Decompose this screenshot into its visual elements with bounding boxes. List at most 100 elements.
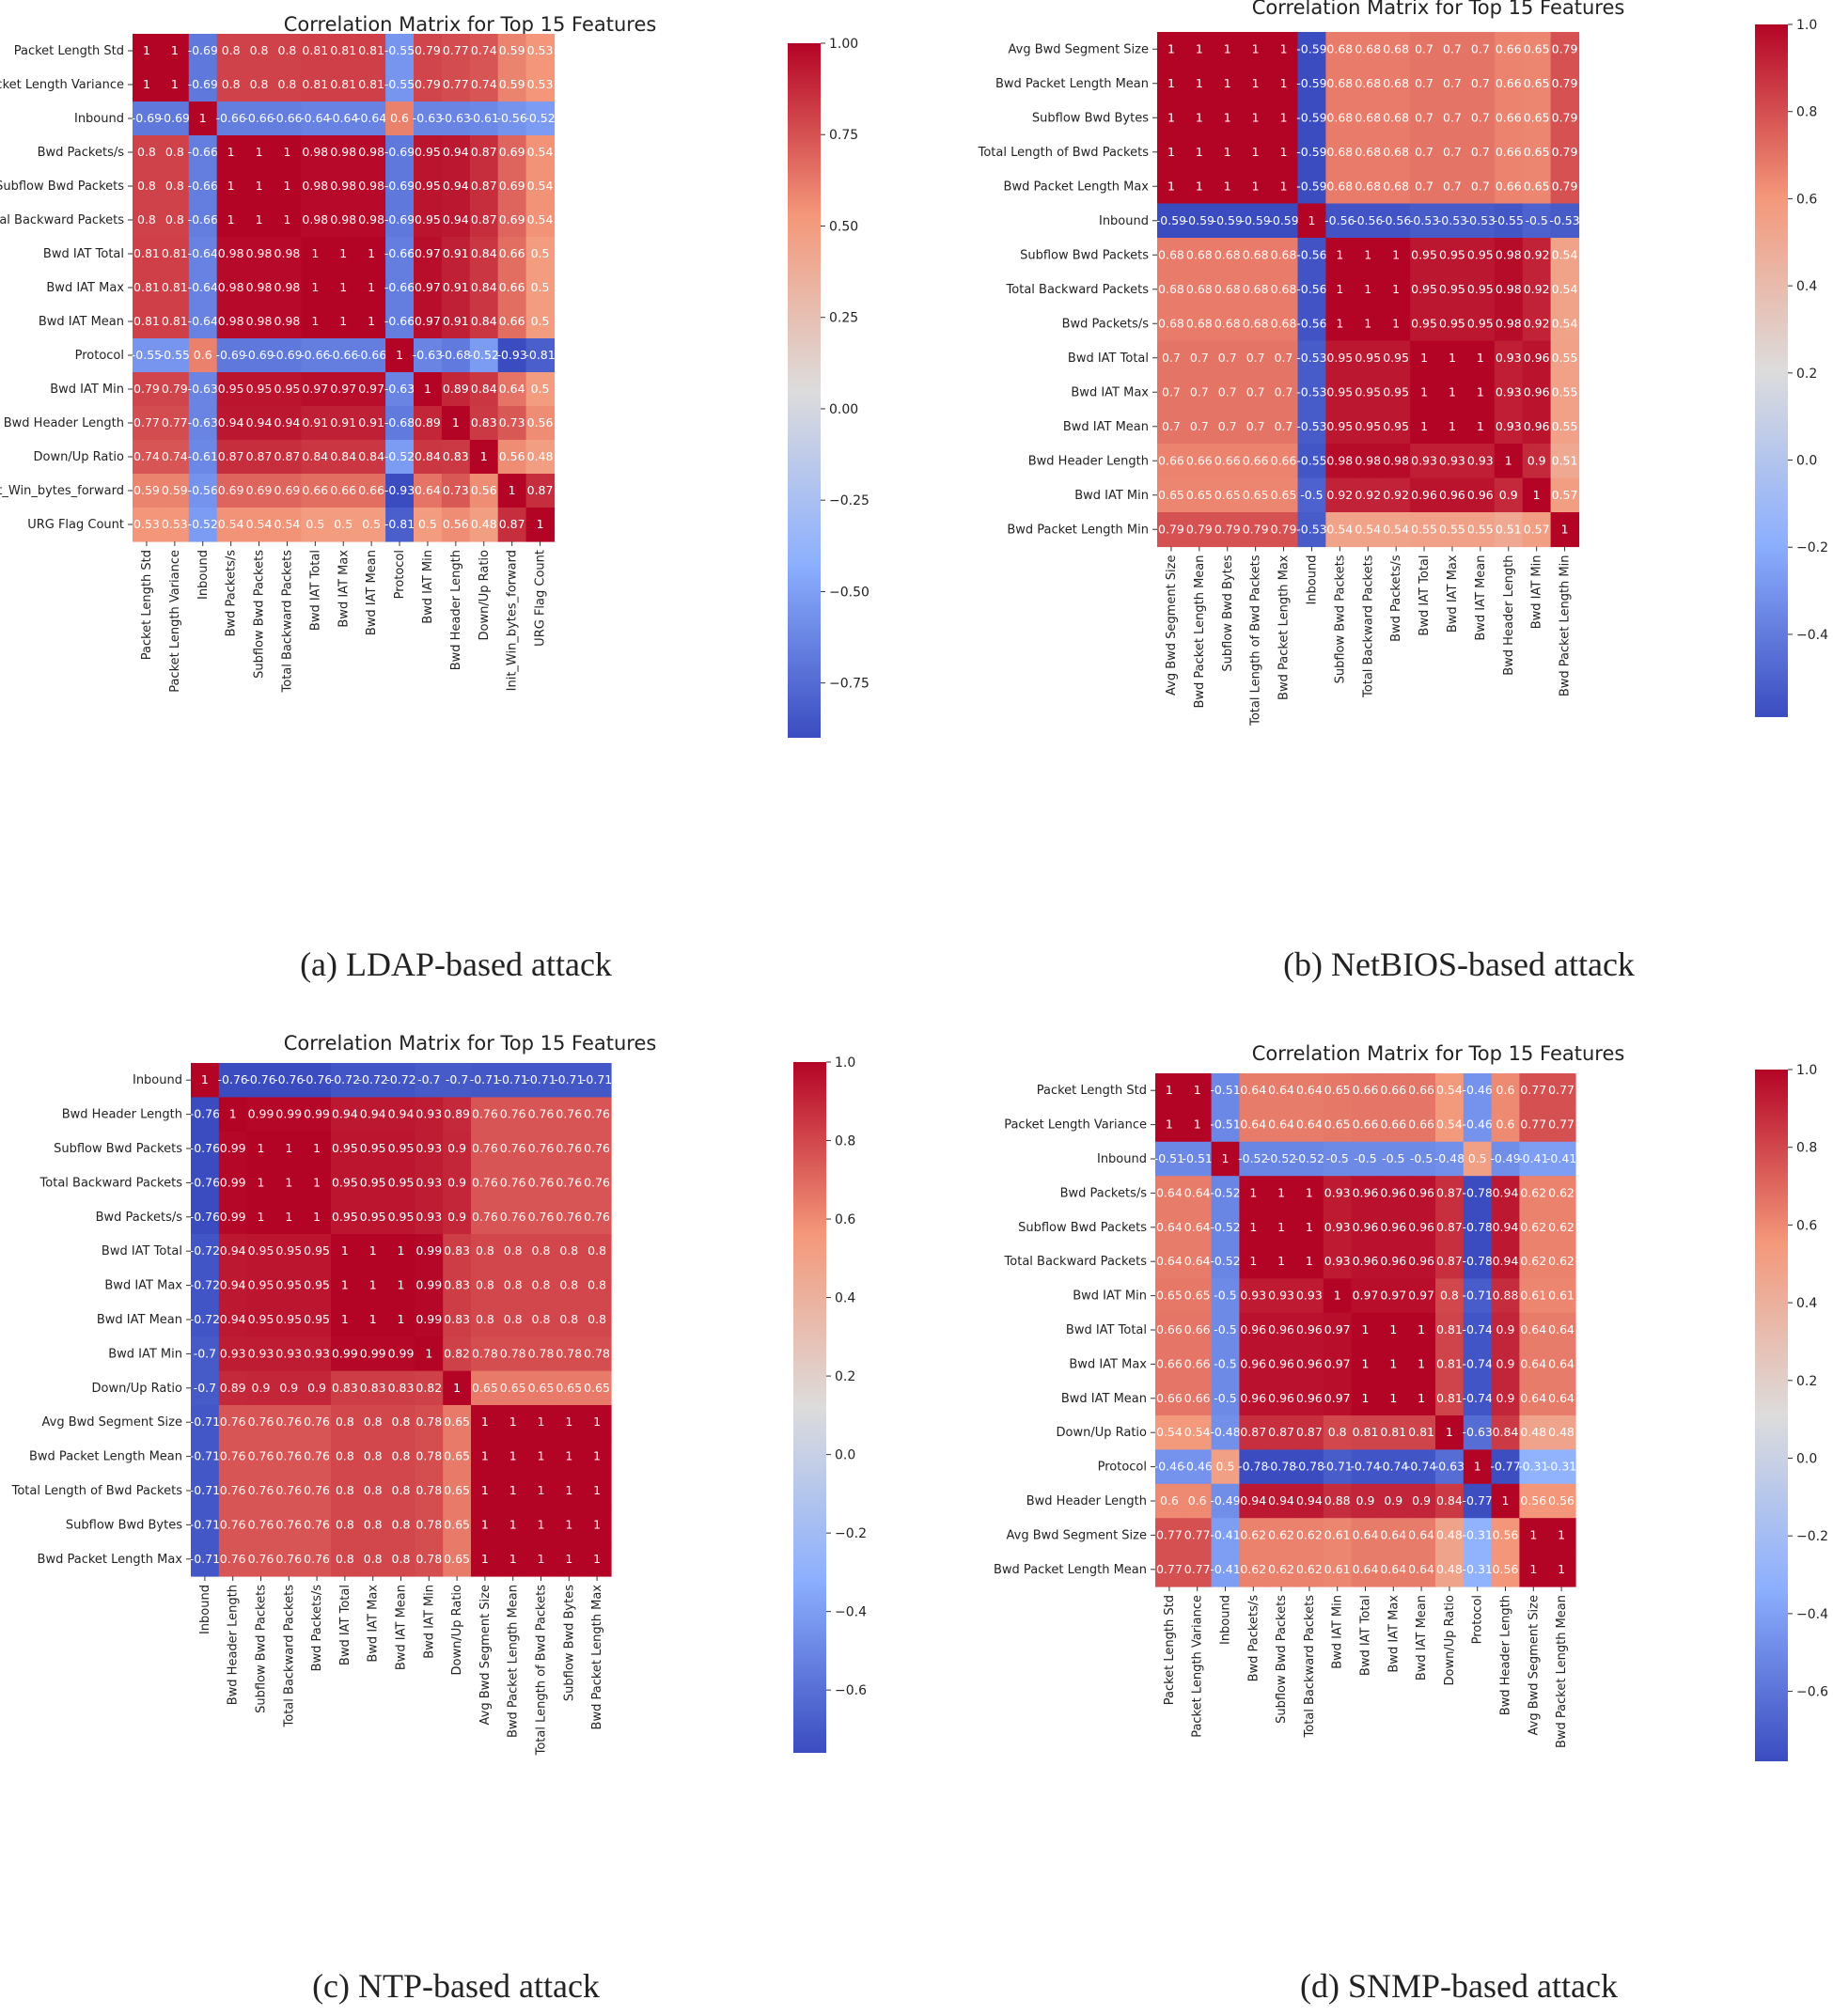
heatmap-cell (1267, 1141, 1296, 1177)
heatmap-cell (469, 406, 499, 441)
cell-value-label: 1 (1252, 179, 1260, 193)
cell-value-label: -0.56 (1296, 282, 1326, 296)
cell-value-label: 0.6 (1188, 1493, 1207, 1508)
heatmap-cell (216, 474, 246, 508)
heatmap-cell (1241, 134, 1271, 170)
cell-value-label: 1 (1166, 1117, 1173, 1132)
cell-value-label: 0.48 (471, 517, 497, 531)
heatmap-cell (303, 1439, 332, 1475)
colorbar-tick-label: −0.2 (1796, 1529, 1828, 1544)
heatmap-cell (526, 1473, 556, 1508)
cell-value-label: 0.65 (1156, 1289, 1183, 1303)
heatmap-cell (471, 1302, 500, 1337)
heatmap-cell (133, 406, 162, 441)
heatmap-cell (1465, 340, 1496, 376)
heatmap-cell (385, 305, 415, 339)
heatmap-cell (441, 135, 471, 170)
heatmap-cell (1463, 1552, 1493, 1587)
heatmap-cell (331, 1370, 360, 1406)
heatmap-cell (1550, 32, 1580, 68)
cell-value-label: 0.68 (1243, 247, 1269, 261)
heatmap-cell (443, 1336, 472, 1372)
cell-value-label: 1 (481, 1517, 489, 1531)
heatmap-cell (1267, 1210, 1296, 1245)
cell-value-label: 1 (1364, 282, 1371, 296)
heatmap-cell (133, 508, 162, 542)
heatmap-cell (385, 372, 415, 407)
heatmap-cell (358, 1405, 388, 1440)
heatmap-cell (303, 1302, 332, 1337)
cell-value-label: 0.93 (304, 1346, 330, 1360)
heatmap-cell (1295, 1176, 1324, 1211)
x-tick-label: Bwd IAT Max (1446, 555, 1460, 633)
cell-value-label: 0.62 (1548, 1254, 1574, 1268)
x-tick-label: Total Backward Packets (280, 550, 294, 694)
heatmap-cell (1435, 1141, 1465, 1177)
cell-value-label: -0.51 (1183, 1151, 1213, 1165)
cell-value-label: 0.93 (415, 1107, 442, 1121)
heatmap-cell (1351, 1347, 1380, 1383)
heatmap-cell (386, 1541, 415, 1577)
heatmap-cell (1239, 1278, 1268, 1314)
heatmap-cell (188, 169, 218, 204)
cell-value-label: 0.84 (358, 449, 384, 463)
cell-value-label: 1 (1474, 1460, 1481, 1474)
x-tick-label: Avg Bwd Segment Size (1527, 1595, 1541, 1735)
cell-value-label: -0.71 (190, 1517, 220, 1531)
x-tick-label: Subflow Bwd Packets (255, 1585, 269, 1713)
heatmap-cell (216, 305, 246, 339)
cell-value-label: 0.65 (444, 1483, 470, 1497)
y-tick-label: Avg Bwd Segment Size (42, 1415, 182, 1430)
cell-value-label: 0.95 (218, 382, 244, 396)
cell-value-label: 0.64 (1268, 1117, 1294, 1132)
heatmap-cell (329, 237, 358, 272)
heatmap-cell (274, 1268, 304, 1304)
cell-value-label: 0.76 (500, 1107, 526, 1121)
heatmap-cell (1241, 409, 1271, 445)
heatmap-cell (1379, 1449, 1408, 1485)
cell-value-label: 1 (565, 1449, 572, 1463)
heatmap-cell (1297, 203, 1326, 239)
cell-value-label: 1 (1277, 1254, 1285, 1268)
cell-value-label: 0.88 (1324, 1493, 1351, 1508)
heatmap-cell (188, 372, 218, 407)
heatmap-cell (273, 338, 302, 373)
heatmap-cell (386, 1199, 415, 1235)
cell-value-label: 0.59 (162, 483, 188, 497)
cell-value-label: 1 (538, 1414, 545, 1429)
heatmap-cell (303, 1336, 332, 1372)
heatmap-cell (498, 1199, 528, 1235)
heatmap-cell (1213, 66, 1243, 102)
cell-value-label: -0.49 (1490, 1151, 1520, 1165)
cell-value-label: 0.91 (443, 314, 469, 328)
x-tick-label: Total Backward Packets (282, 1585, 296, 1728)
heatmap-cell (1211, 1312, 1240, 1348)
heatmap-cell (1267, 1552, 1296, 1587)
heatmap-cell (1241, 375, 1271, 411)
cell-value-label: 0.8 (336, 1449, 354, 1463)
heatmap-cell (160, 34, 190, 69)
heatmap-cell (1494, 238, 1524, 273)
colorbar-tick-label: 0.8 (835, 1134, 855, 1149)
heatmap-cell (329, 135, 358, 170)
heatmap-cell (1211, 1141, 1240, 1177)
heatmap-cell (1323, 1483, 1353, 1519)
cell-value-label: 0.79 (415, 43, 441, 57)
cell-value-label: 0.96 (1353, 1254, 1379, 1268)
heatmap-cell (1407, 1141, 1436, 1177)
cell-value-label: 0.61 (1548, 1289, 1574, 1303)
heatmap-cell (1435, 1312, 1465, 1348)
cell-value-label: 1 (1280, 179, 1288, 193)
cell-value-label: 0.57 (1524, 522, 1550, 536)
heatmap-cell (1379, 1415, 1408, 1450)
cell-value-label: 0.7 (1415, 110, 1434, 124)
heatmap-cell (443, 1268, 472, 1304)
cell-value-label: 0.66 (499, 246, 525, 260)
cell-value-label: 0.6 (1496, 1083, 1515, 1097)
cell-value-label: 0.95 (415, 212, 441, 227)
heatmap-cell (273, 34, 302, 69)
cell-value-label: 0.79 (1552, 179, 1578, 193)
heatmap-cell (525, 135, 556, 170)
cell-value-label: 0.95 (1355, 351, 1381, 365)
heatmap-cell (1491, 1244, 1520, 1279)
